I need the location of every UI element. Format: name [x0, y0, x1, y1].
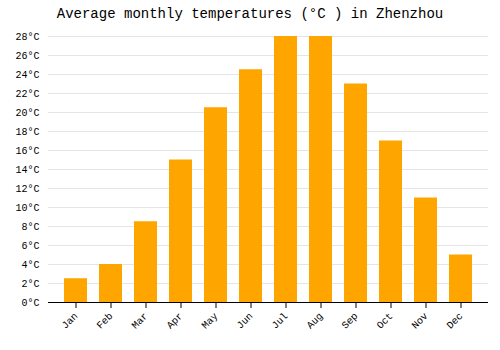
svg-text:22°C: 22°C: [15, 89, 39, 100]
svg-text:8°C: 8°C: [21, 222, 39, 233]
svg-text:12°C: 12°C: [15, 184, 39, 195]
svg-text:Dec: Dec: [445, 311, 466, 332]
svg-text:Sep: Sep: [340, 311, 361, 332]
svg-text:4°C: 4°C: [21, 260, 39, 271]
svg-text:2°C: 2°C: [21, 279, 39, 290]
html-text:Average monthly temperatures (: Average monthly temperatures (°C ) in Zh…: [56, 6, 444, 22]
svg-text:Jun: Jun: [235, 311, 256, 332]
svg-text:0°C: 0°C: [21, 298, 39, 309]
svg-text:Jan: Jan: [60, 311, 81, 332]
svg-text:Nov: Nov: [410, 311, 431, 332]
svg-text:Mar: Mar: [130, 311, 151, 332]
svg-text:26°C: 26°C: [15, 51, 39, 62]
svg-text:14°C: 14°C: [15, 165, 39, 176]
svg-text:28°C: 28°C: [15, 32, 39, 43]
svg-text:24°C: 24°C: [15, 70, 39, 81]
svg-text:Oct: Oct: [375, 311, 396, 332]
svg-text:18°C: 18°C: [15, 127, 39, 138]
svg-text:10°C: 10°C: [15, 203, 39, 214]
svg-text:6°C: 6°C: [21, 241, 39, 252]
svg-text:16°C: 16°C: [15, 146, 39, 157]
svg-text:May: May: [200, 311, 221, 332]
svg-text:Jul: Jul: [270, 311, 291, 332]
svg-text:Feb: Feb: [95, 311, 116, 332]
svg-text:Apr: Apr: [165, 311, 186, 332]
svg-text:20°C: 20°C: [15, 108, 39, 119]
svg-text:Aug: Aug: [305, 311, 326, 332]
